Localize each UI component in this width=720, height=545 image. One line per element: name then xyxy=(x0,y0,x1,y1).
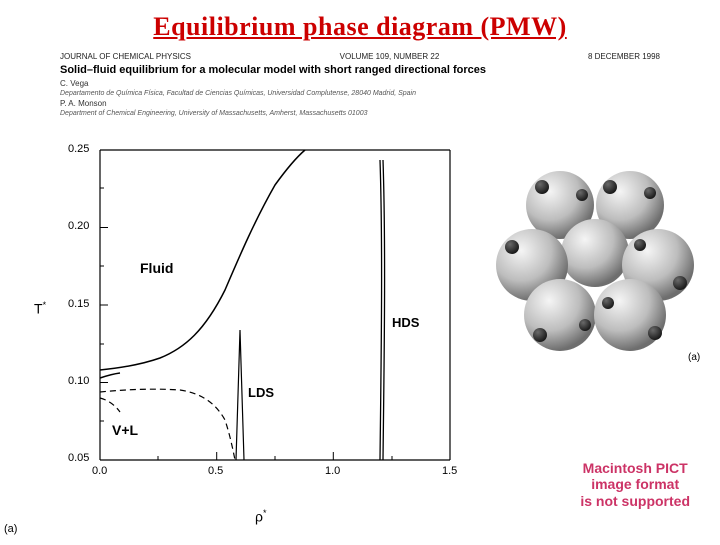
sphere-fig-label: (a) xyxy=(688,352,700,363)
sphere-cluster: (a) xyxy=(490,165,700,365)
page-title: Equilibrium phase diagram (PMW) xyxy=(0,0,720,42)
journal-header: JOURNAL OF CHEMICAL PHYSICS VOLUME 109, … xyxy=(60,52,660,61)
author2: P. A. Monson xyxy=(60,99,660,108)
affil2: Department of Chemical Engineering, Univ… xyxy=(60,110,660,117)
y-tick-0: 0.05 xyxy=(68,452,89,464)
main-area: 0.05 0.10 0.15 0.20 0.25 0.0 0.5 1.0 1.5… xyxy=(0,125,720,545)
y-tick-4: 0.25 xyxy=(68,143,89,155)
y-tick-3: 0.20 xyxy=(68,220,89,232)
label-vl: V+L xyxy=(112,422,138,438)
label-fluid: Fluid xyxy=(140,260,173,276)
author1: C. Vega xyxy=(60,79,660,88)
y-tick-1: 0.10 xyxy=(68,375,89,387)
journal-date: 8 DECEMBER 1998 xyxy=(588,52,660,61)
x-tick-2: 1.0 xyxy=(325,465,340,477)
label-lds: LDS xyxy=(248,385,274,400)
paper-title: Solid–fluid equilibrium for a molecular … xyxy=(60,64,660,76)
y-axis-label: T* xyxy=(34,300,46,317)
journal-name: JOURNAL OF CHEMICAL PHYSICS xyxy=(60,52,191,61)
unsupported-line3: is not supported xyxy=(580,493,690,510)
figure-label: (a) xyxy=(4,523,17,535)
x-tick-3: 1.5 xyxy=(442,465,457,477)
label-hds: HDS xyxy=(392,315,419,330)
sphere-svg: (a) xyxy=(490,165,700,365)
phase-diagram-chart: 0.05 0.10 0.15 0.20 0.25 0.0 0.5 1.0 1.5… xyxy=(30,130,470,510)
x-tick-0: 0.0 xyxy=(92,465,107,477)
x-tick-1: 0.5 xyxy=(208,465,223,477)
y-tick-2: 0.15 xyxy=(68,298,89,310)
pict-unsupported-message: Macintosh PICT image format is not suppo… xyxy=(580,460,690,510)
affil1: Departamento de Química Física, Facultad… xyxy=(60,90,660,97)
unsupported-line2: image format xyxy=(580,476,690,493)
journal-volume: VOLUME 109, NUMBER 22 xyxy=(340,52,440,61)
x-axis-label: ρ* xyxy=(255,508,266,525)
unsupported-line1: Macintosh PICT xyxy=(580,460,690,477)
